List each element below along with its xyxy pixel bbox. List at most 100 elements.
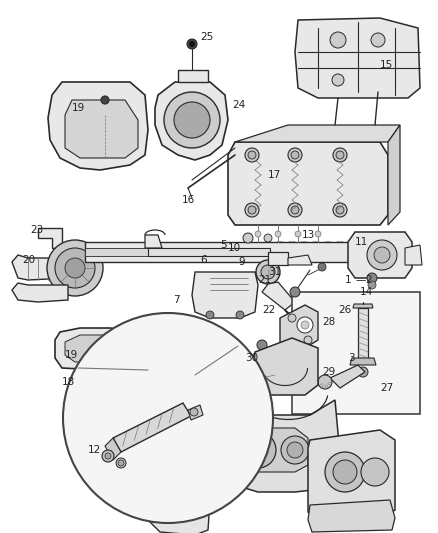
Circle shape — [371, 33, 385, 47]
Text: 13: 13 — [302, 230, 315, 240]
Circle shape — [315, 231, 321, 237]
Text: 30: 30 — [245, 353, 258, 363]
Circle shape — [333, 460, 357, 484]
Text: 25: 25 — [200, 32, 213, 42]
Circle shape — [243, 233, 253, 243]
Text: 20: 20 — [22, 255, 35, 265]
Circle shape — [254, 361, 262, 369]
Text: 18: 18 — [62, 377, 75, 387]
Circle shape — [287, 442, 303, 458]
Polygon shape — [105, 438, 121, 460]
Polygon shape — [388, 125, 400, 225]
Polygon shape — [262, 282, 295, 310]
Polygon shape — [350, 358, 376, 365]
Circle shape — [206, 311, 214, 319]
Polygon shape — [252, 338, 318, 395]
Circle shape — [336, 206, 344, 214]
Circle shape — [297, 317, 313, 333]
Polygon shape — [222, 428, 308, 472]
Circle shape — [240, 432, 276, 468]
Polygon shape — [160, 462, 222, 515]
Polygon shape — [155, 82, 228, 160]
Circle shape — [245, 203, 259, 217]
Text: 5: 5 — [220, 240, 226, 250]
Text: 29: 29 — [322, 367, 335, 377]
Text: 11: 11 — [355, 237, 368, 247]
Circle shape — [184, 489, 196, 501]
Circle shape — [47, 240, 103, 296]
Text: 22: 22 — [262, 305, 275, 315]
Circle shape — [291, 151, 299, 159]
Polygon shape — [335, 242, 345, 262]
Circle shape — [275, 231, 281, 237]
Circle shape — [336, 151, 344, 159]
Polygon shape — [90, 370, 148, 395]
Polygon shape — [85, 242, 380, 262]
Bar — [292, 292, 420, 414]
Circle shape — [361, 458, 389, 486]
Text: 19: 19 — [65, 350, 78, 360]
Polygon shape — [235, 125, 400, 142]
Polygon shape — [12, 255, 68, 280]
Circle shape — [288, 203, 302, 217]
Circle shape — [257, 340, 267, 350]
Circle shape — [290, 287, 300, 297]
Text: —: — — [355, 275, 365, 285]
Circle shape — [256, 260, 280, 284]
Polygon shape — [275, 242, 285, 262]
Circle shape — [333, 148, 347, 162]
Text: 10: 10 — [228, 243, 241, 253]
Circle shape — [123, 380, 133, 390]
Circle shape — [187, 39, 197, 49]
Circle shape — [245, 148, 259, 162]
Text: i: i — [267, 269, 269, 275]
Circle shape — [189, 41, 195, 47]
Circle shape — [261, 265, 275, 279]
Polygon shape — [55, 328, 142, 370]
Circle shape — [318, 263, 326, 271]
Text: 6: 6 — [200, 255, 207, 265]
Text: 27: 27 — [380, 383, 393, 393]
Text: 26: 26 — [338, 305, 351, 315]
Text: 15: 15 — [380, 60, 393, 70]
Polygon shape — [148, 475, 210, 533]
Polygon shape — [65, 100, 138, 158]
Text: 1: 1 — [345, 275, 352, 285]
Circle shape — [63, 313, 273, 523]
Circle shape — [164, 92, 220, 148]
Polygon shape — [295, 18, 420, 98]
Polygon shape — [308, 500, 395, 532]
Circle shape — [325, 452, 365, 492]
Polygon shape — [359, 242, 369, 262]
Circle shape — [374, 247, 390, 263]
Polygon shape — [280, 305, 318, 348]
Circle shape — [190, 408, 198, 416]
Circle shape — [105, 453, 111, 459]
Polygon shape — [113, 403, 191, 452]
Circle shape — [118, 460, 124, 466]
Polygon shape — [188, 405, 203, 420]
Polygon shape — [65, 335, 135, 362]
Polygon shape — [178, 70, 208, 82]
Circle shape — [248, 151, 256, 159]
Circle shape — [103, 380, 113, 390]
Circle shape — [116, 458, 126, 468]
Polygon shape — [323, 242, 333, 262]
Polygon shape — [218, 400, 340, 492]
Circle shape — [332, 74, 344, 86]
Polygon shape — [192, 272, 258, 318]
Polygon shape — [48, 82, 148, 170]
Circle shape — [367, 240, 397, 270]
Polygon shape — [405, 245, 422, 265]
Polygon shape — [148, 248, 270, 256]
Circle shape — [65, 258, 85, 278]
Text: 9: 9 — [238, 257, 245, 267]
Circle shape — [304, 336, 312, 344]
Text: 7: 7 — [173, 295, 180, 305]
Circle shape — [236, 311, 244, 319]
Polygon shape — [330, 365, 365, 388]
Polygon shape — [38, 228, 62, 248]
Polygon shape — [311, 242, 321, 262]
Circle shape — [281, 436, 309, 464]
Text: 16: 16 — [182, 195, 195, 205]
